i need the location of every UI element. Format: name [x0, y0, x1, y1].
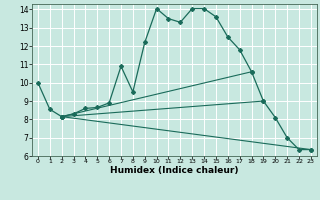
X-axis label: Humidex (Indice chaleur): Humidex (Indice chaleur) [110, 166, 239, 175]
